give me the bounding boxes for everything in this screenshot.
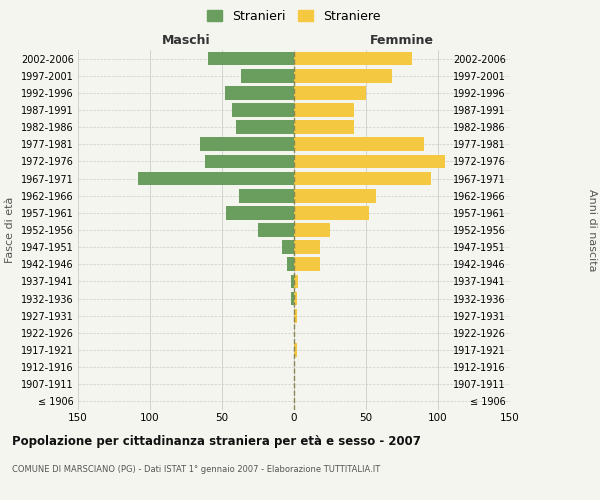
Bar [294, 309, 297, 322]
Bar [294, 172, 431, 185]
Bar [236, 120, 294, 134]
Bar [287, 258, 294, 271]
Bar [294, 120, 355, 134]
Bar [294, 154, 445, 168]
Bar [283, 240, 294, 254]
Bar [294, 292, 297, 306]
Bar [294, 343, 297, 357]
Bar [294, 86, 366, 100]
Bar [241, 69, 294, 82]
Bar [205, 154, 294, 168]
Bar [294, 206, 369, 220]
Bar [291, 274, 294, 288]
Bar [294, 258, 320, 271]
Bar [294, 274, 298, 288]
Bar [239, 189, 294, 202]
Bar [294, 223, 330, 237]
Text: Popolazione per cittadinanza straniera per età e sesso - 2007: Popolazione per cittadinanza straniera p… [12, 435, 421, 448]
Bar [291, 292, 294, 306]
Bar [294, 189, 376, 202]
Bar [294, 69, 392, 82]
Y-axis label: Fasce di età: Fasce di età [5, 197, 16, 263]
Text: Maschi: Maschi [161, 34, 211, 46]
Legend: Stranieri, Straniere: Stranieri, Straniere [203, 6, 385, 26]
Bar [294, 103, 355, 117]
Bar [226, 206, 294, 220]
Bar [294, 138, 424, 151]
Bar [232, 103, 294, 117]
Bar [139, 172, 294, 185]
Text: COMUNE DI MARSCIANO (PG) - Dati ISTAT 1° gennaio 2007 - Elaborazione TUTTITALIA.: COMUNE DI MARSCIANO (PG) - Dati ISTAT 1°… [12, 465, 380, 474]
Bar [208, 52, 294, 66]
Bar [200, 138, 294, 151]
Bar [294, 240, 320, 254]
Bar [225, 86, 294, 100]
Bar [258, 223, 294, 237]
Text: Femmine: Femmine [370, 34, 434, 46]
Text: Anni di nascita: Anni di nascita [587, 188, 597, 271]
Bar [294, 52, 412, 66]
